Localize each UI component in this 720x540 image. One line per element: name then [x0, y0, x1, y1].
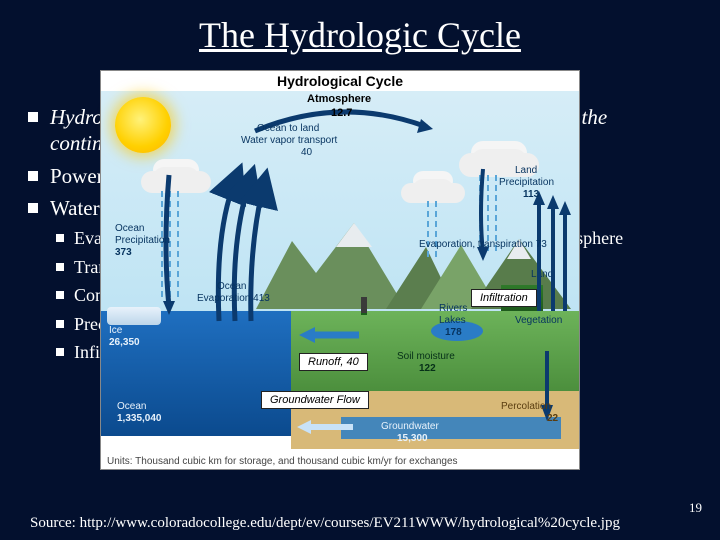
bullet-square-icon [28, 112, 38, 122]
value-land-precip: 113 [523, 189, 539, 200]
arrow-groundwater-flow-icon [297, 417, 357, 437]
label-ocean-evap-sub: Evaporation 413 [197, 293, 270, 304]
bullet-square-icon [56, 348, 64, 356]
bullet-square-icon [56, 234, 64, 242]
label-atmosphere: Atmosphere [307, 93, 371, 105]
bullet-square-icon [28, 203, 38, 213]
bullet-square-icon [56, 320, 64, 328]
slide-title: The Hydrologic Cycle [0, 14, 720, 56]
value-ocean-precip: 373 [115, 247, 132, 258]
aquifer-region [341, 417, 561, 439]
box-groundwater-flow: Groundwater Flow [261, 391, 369, 409]
diagram-title: Hydrological Cycle [101, 73, 579, 89]
box-runoff: Runoff, 40 [299, 353, 368, 371]
label-land-precip-sub: Precipitation [499, 177, 554, 188]
value-rivers-lakes: 178 [445, 327, 462, 338]
label-evap-transp: Evaporation, transpiration 73 [419, 239, 547, 250]
arrow-runoff-icon [299, 325, 363, 345]
bullet-square-icon [56, 291, 64, 299]
label-ocean-precip-sub: Precipitation [115, 235, 170, 246]
slide: The Hydrologic Cycle Hydrologic Cycle de… [0, 0, 720, 540]
rain-icon [435, 201, 437, 261]
page-number: 19 [689, 500, 702, 516]
box-infiltration: Infiltration [471, 289, 537, 307]
label-percolation: Percolation [501, 401, 551, 412]
hydrologic-diagram: Hydrological Cycle Land V [100, 70, 580, 470]
value-percolation: 22 [547, 413, 558, 424]
diagram-units-caption: Units: Thousand cubic km for storage, an… [107, 456, 573, 467]
label-ocean-precip: Ocean [115, 223, 144, 234]
label-lakes: Lakes [439, 315, 466, 326]
rain-icon [427, 201, 429, 261]
label-ocean-to-land: Ocean to land [257, 123, 319, 134]
bullet-square-icon [28, 171, 38, 181]
bullet-square-icon [56, 263, 64, 271]
value-atmosphere: 12.7 [331, 107, 352, 119]
value-ocean-store: 1,335,040 [117, 413, 162, 424]
value-ice: 26,350 [109, 337, 140, 348]
label-soil-moist: Soil moisture [397, 351, 455, 362]
value-soil-moist: 122 [419, 363, 436, 374]
label-rivers: Rivers [439, 303, 467, 314]
ice-icon [107, 307, 161, 325]
label-ocean-evap: Ocean [217, 281, 246, 292]
label-ocean-store: Ocean [117, 401, 146, 412]
value-groundwater: 15,300 [397, 433, 428, 444]
sun-icon [115, 97, 171, 153]
cloud-icon [413, 179, 453, 199]
label-ocean-to-land-sub: Water vapor transport [241, 135, 337, 146]
arrow-evap-transp-icon [531, 191, 571, 311]
value-ocean-to-land: 40 [301, 147, 312, 158]
label-land-precip: Land [515, 165, 537, 176]
label-groundwater: Groundwater [381, 421, 439, 432]
label-vegetation: Vegetation [515, 315, 562, 326]
source-citation: Source: http://www.coloradocollege.edu/d… [30, 515, 700, 532]
label-ice: Ice [109, 325, 122, 336]
